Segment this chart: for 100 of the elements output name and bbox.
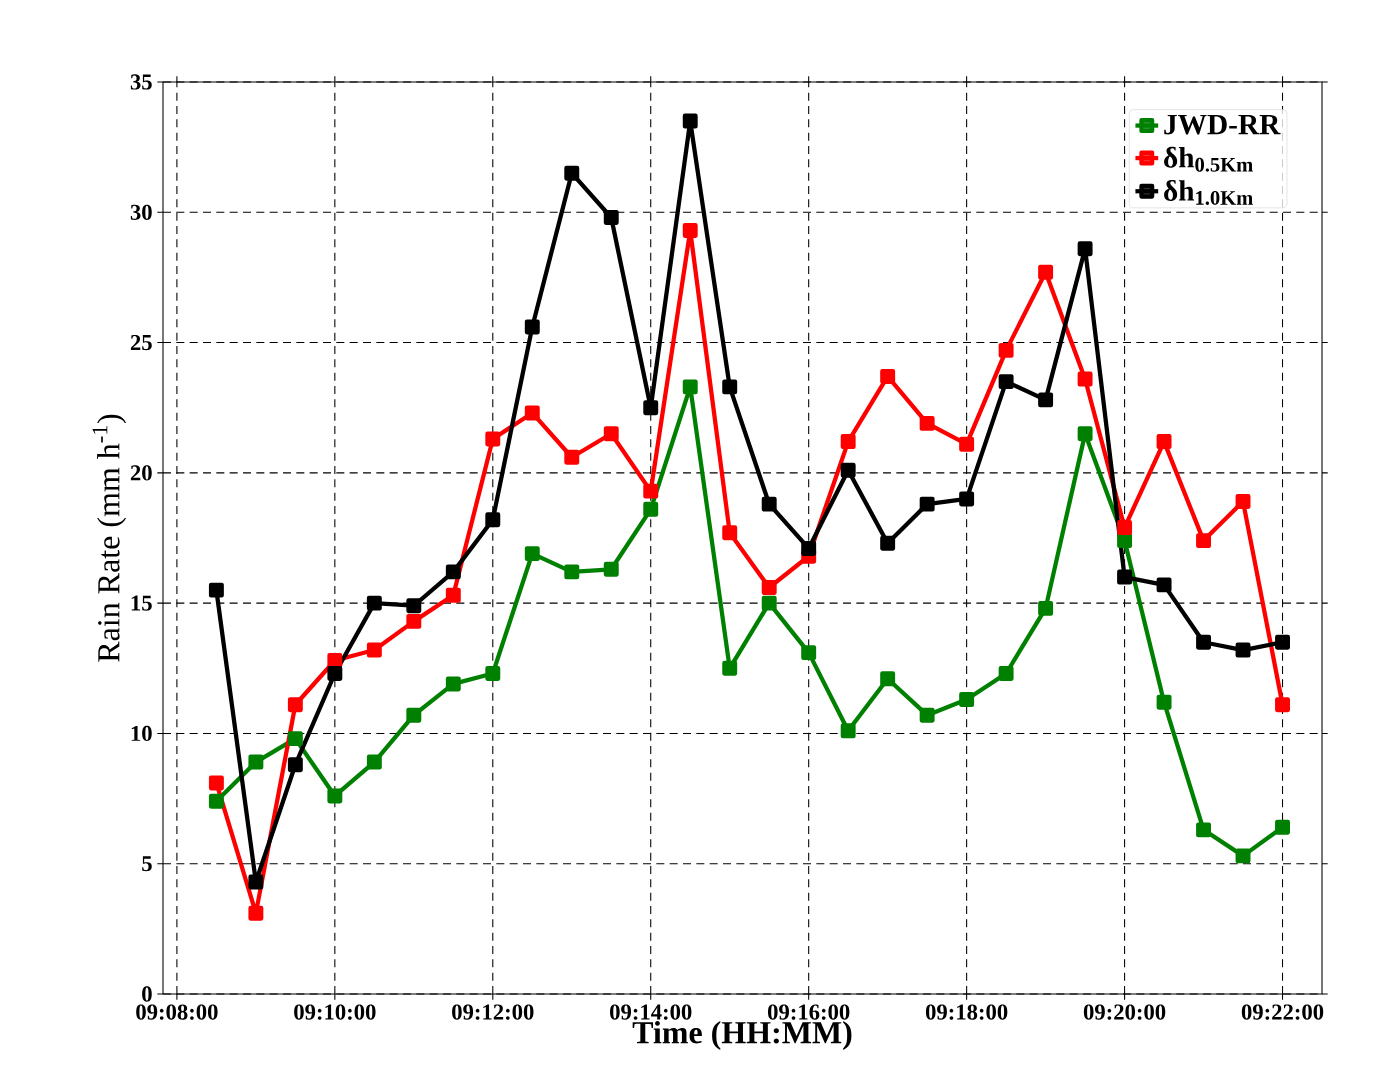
point [761,496,777,512]
point [643,483,659,499]
point [524,405,540,421]
y-tick-label: 15 [131,595,152,611]
point [643,400,659,416]
point [287,697,303,713]
point [880,535,896,551]
point [564,564,580,580]
point [603,210,619,225]
point [801,540,817,556]
x-axis-title: Time (HH:MM) [632,1020,852,1050]
point [445,587,461,603]
point [327,652,343,668]
point [485,431,501,447]
point [880,671,896,687]
point [998,342,1014,358]
point [1117,569,1133,585]
point [1156,434,1172,450]
point [761,580,777,595]
point [959,692,975,708]
point [406,707,422,723]
point [366,595,382,611]
point [485,666,501,681]
point [406,598,422,614]
point [524,546,540,562]
point [248,905,264,921]
point [840,462,856,478]
point [1196,634,1212,650]
point [1235,494,1251,509]
point [682,113,698,129]
point [919,415,935,431]
point [1117,533,1133,549]
point [366,754,382,770]
point [998,374,1014,390]
point [248,754,264,770]
point [840,434,856,450]
point [208,793,224,809]
point [959,436,975,452]
point [564,449,580,465]
point [1117,520,1133,536]
point [1038,600,1054,616]
point [1038,392,1054,408]
point [761,595,777,611]
point [682,379,698,395]
point [801,645,817,661]
point [485,512,501,528]
point [1196,822,1212,838]
point [840,723,856,739]
point [208,775,224,791]
legend-label: δh$_{1.0Km}$ [1164,179,1253,205]
y-tick-label: 35 [130,74,152,90]
point [919,496,935,512]
x-tick-label: 09:22:00 [1241,1004,1324,1020]
point [880,368,896,384]
point [1077,426,1093,442]
point [643,501,659,517]
y-tick-label: 25 [130,334,152,351]
y-tick-label: 10 [131,725,152,742]
point [445,676,461,692]
point [682,223,698,238]
x-tick-label: 09:16:00 [768,1004,850,1020]
point [1196,533,1212,549]
point [722,525,738,541]
x-tick-label: 09:20:00 [1083,1004,1166,1020]
point [1077,241,1093,257]
point [1275,697,1290,713]
point [406,613,422,629]
y-tick-label: 30 [130,204,152,220]
point [959,491,975,507]
point [998,666,1014,681]
x-tick-label: 09:18:00 [925,1004,1008,1020]
legend-label: JWD-RR [1164,114,1281,135]
x-tick-label: 09:12:00 [452,1004,534,1020]
point [327,788,343,804]
point [445,564,461,580]
point [1275,819,1290,835]
point [722,660,738,676]
point [1275,634,1290,650]
point [208,582,224,598]
point [287,731,303,747]
x-tick-label: 09:08:00 [136,1004,218,1020]
point [564,165,580,181]
point [1235,848,1251,864]
point [1235,642,1251,658]
point [366,642,382,658]
point [524,319,540,335]
legend-label: δh$_{0.5Km}$ [1164,146,1253,172]
point [603,561,619,577]
point [1156,577,1172,593]
point [603,426,619,442]
point [287,757,303,773]
point [248,874,264,890]
y-tick-label: 0 [142,986,152,1002]
point [722,379,738,395]
point [919,707,935,723]
y-axis-title: Rain Rate (mm h$^{-1}$) [92,414,127,662]
y-tick-label: 20 [130,465,152,481]
point [1077,371,1093,387]
y-tick-label: 5 [142,856,152,872]
point [1038,264,1054,280]
